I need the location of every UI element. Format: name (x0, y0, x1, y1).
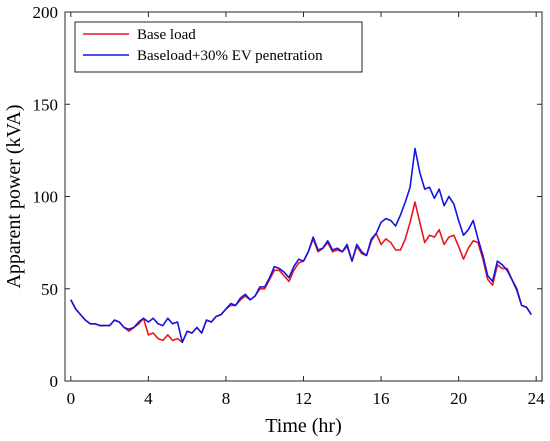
series-layer (70, 147, 532, 344)
legend-label-ev: Baseload+30% EV penetration (137, 48, 323, 64)
y-tick-label: 100 (33, 188, 59, 207)
y-tick-label: 50 (41, 280, 58, 299)
legend: Base load Baseload+30% EV penetration (74, 21, 363, 73)
x-tick-label: 20 (450, 389, 467, 408)
y-tick-label: 150 (33, 95, 59, 114)
x-tick-label: 24 (528, 389, 546, 408)
series-line-ev-penetration (70, 147, 532, 344)
series-line-base-load (70, 201, 532, 344)
x-axis-title: Time (hr) (265, 415, 341, 437)
x-tick-label: 4 (144, 389, 153, 408)
legend-label-base-load: Base load (137, 27, 196, 43)
x-tick-label: 0 (67, 389, 76, 408)
ticks-layer: 0 4 8 12 16 20 24 0 50 100 150 200 (33, 3, 546, 408)
y-axis-title: Apparent power (kVA) (3, 104, 25, 288)
y-tick-label: 0 (50, 372, 59, 391)
x-tick-label: 16 (373, 389, 390, 408)
x-tick-label: 8 (222, 389, 231, 408)
x-tick-label: 12 (295, 389, 312, 408)
y-tick-label: 200 (33, 3, 59, 22)
legend-box (74, 21, 363, 73)
